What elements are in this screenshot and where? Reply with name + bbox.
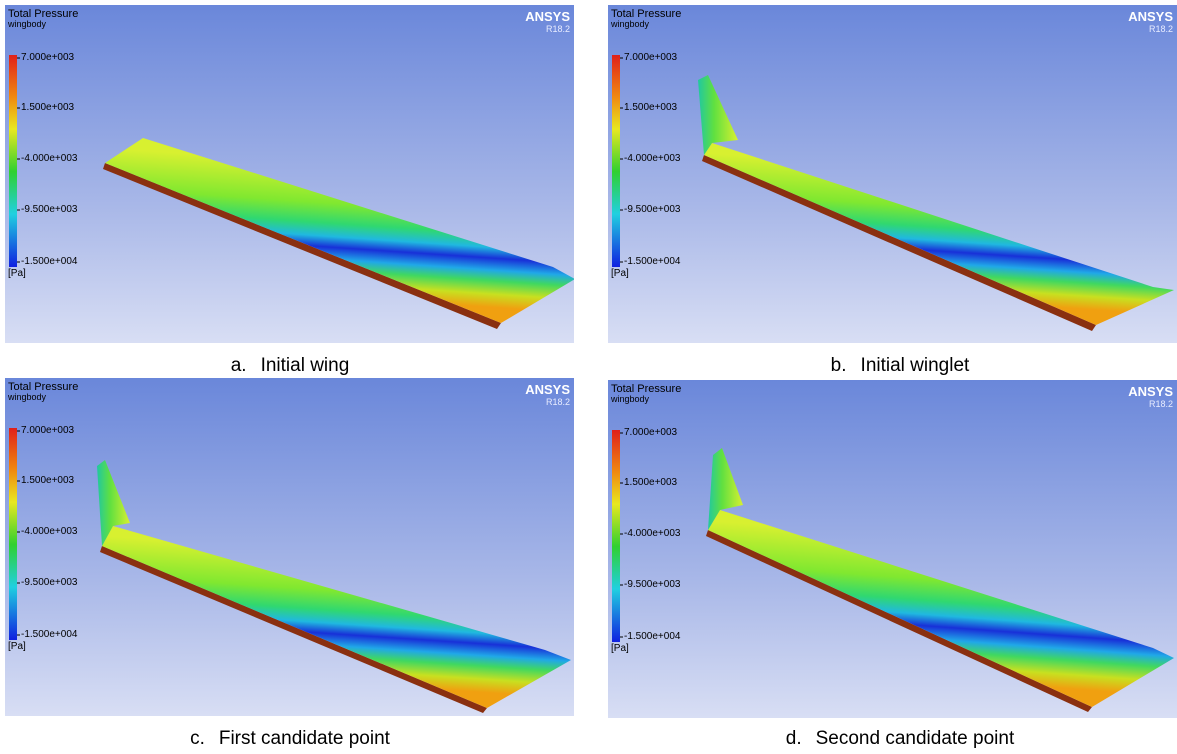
- colorbar: [612, 430, 620, 642]
- render: [5, 5, 574, 343]
- legend-label: 7.000e+003: [624, 427, 677, 438]
- legend-label: 1.500e+003: [624, 102, 677, 113]
- page: (() => { const data = JSON.parse(documen…: [0, 0, 1177, 754]
- version: R18.2: [546, 397, 570, 407]
- version: R18.2: [1149, 399, 1173, 409]
- legend-label: -9.500e+003: [21, 204, 77, 215]
- caption-text: First candidate point: [219, 728, 390, 749]
- version: R18.2: [546, 24, 570, 34]
- logo: ANSYS: [1128, 384, 1173, 399]
- caption-text: Initial wing: [261, 355, 350, 376]
- legend-subtitle: wingbody: [611, 19, 649, 29]
- legend-label: -4.000e+003: [21, 526, 77, 537]
- caption: d. Second candidate point: [786, 728, 1014, 750]
- render: [608, 5, 1177, 343]
- legend-unit: [Pa]: [611, 268, 629, 279]
- caption-text: Initial winglet: [861, 355, 970, 376]
- wing-surface: [102, 526, 571, 708]
- legend-label: 1.500e+003: [21, 102, 74, 113]
- logo: ANSYS: [525, 9, 570, 24]
- caption-letter: b.: [831, 355, 847, 376]
- legend-label: -9.500e+003: [624, 579, 680, 590]
- caption: c. First candidate point: [190, 728, 390, 750]
- legend-label: -4.000e+003: [624, 528, 680, 539]
- legend-subtitle: wingbody: [8, 19, 46, 29]
- render: [5, 378, 574, 716]
- legend-label: 1.500e+003: [21, 475, 74, 486]
- legend-unit: [Pa]: [8, 641, 26, 652]
- legend-label: 7.000e+003: [21, 52, 74, 63]
- legend-unit: [Pa]: [611, 643, 629, 654]
- legend-subtitle: wingbody: [8, 392, 46, 402]
- legend-label: 7.000e+003: [21, 425, 74, 436]
- wing-trailing-edge: [702, 155, 1096, 331]
- wing-surface: [105, 138, 574, 323]
- legend-label: -4.000e+003: [624, 153, 680, 164]
- logo: ANSYS: [1128, 9, 1173, 24]
- legend-label: -4.000e+003: [21, 153, 77, 164]
- caption-text: Second candidate point: [816, 728, 1015, 749]
- winglet: [698, 75, 738, 155]
- caption-letter: a.: [231, 355, 247, 376]
- colorbar: [612, 55, 620, 267]
- legend-label: -1.500e+004: [21, 256, 77, 267]
- logo: ANSYS: [525, 382, 570, 397]
- legend-subtitle: wingbody: [611, 394, 649, 404]
- caption-letter: d.: [786, 728, 802, 749]
- caption-letter: c.: [190, 728, 205, 749]
- version: R18.2: [1149, 24, 1173, 34]
- caption: b. Initial winglet: [831, 355, 970, 377]
- caption: a. Initial wing: [231, 355, 350, 377]
- legend-label: 1.500e+003: [624, 477, 677, 488]
- colorbar: [9, 428, 17, 640]
- render: [608, 380, 1177, 718]
- colorbar: [9, 55, 17, 267]
- legend-label: -1.500e+004: [624, 631, 680, 642]
- wing-surface: [708, 510, 1174, 707]
- legend-label: -9.500e+003: [21, 577, 77, 588]
- legend-unit: [Pa]: [8, 268, 26, 279]
- legend-label: -9.500e+003: [624, 204, 680, 215]
- legend-label: 7.000e+003: [624, 52, 677, 63]
- legend-label: -1.500e+004: [624, 256, 680, 267]
- wing-surface: [704, 143, 1174, 325]
- legend-label: -1.500e+004: [21, 629, 77, 640]
